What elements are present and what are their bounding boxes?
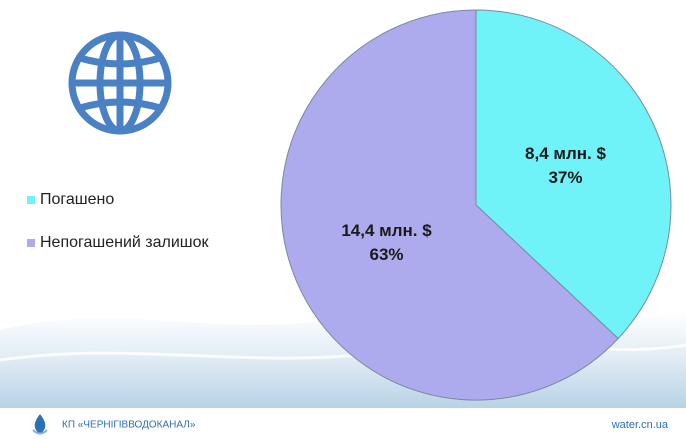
legend-label: Непогашений залишок [40,234,210,251]
slice-amount-label: 14,4 млн. $ [341,221,432,240]
footer-band [0,408,686,439]
legend-marker [27,239,35,247]
pie-slice [280,9,619,401]
legend-label: Погашено [40,191,114,208]
slice-amount-label: 8,4 млн. $ [525,144,606,163]
pie-slice [475,9,672,340]
footer-organization: КП «ЧЕРНІГІВВОДОКАНАЛ» [62,420,196,431]
slice-value-label: 37% [548,168,582,187]
footer-website: water.cn.ua [611,419,669,431]
slice-value-label: 63% [370,245,404,264]
globe-icon [68,31,172,135]
legend-marker [27,196,35,204]
footer-logo [32,414,48,435]
